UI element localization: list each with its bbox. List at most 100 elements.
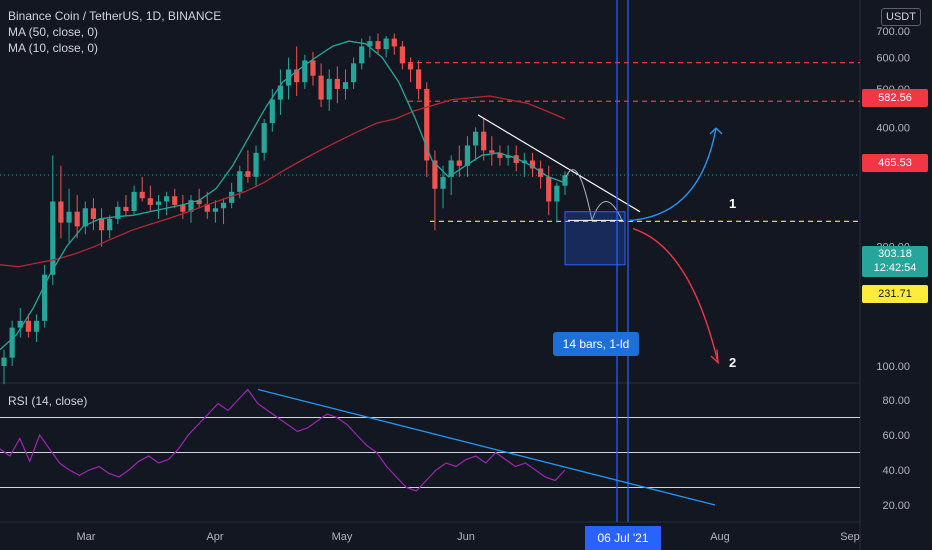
candle-body — [245, 171, 251, 177]
candle-body — [432, 160, 438, 189]
candle-body — [277, 85, 284, 100]
candle-body — [155, 201, 162, 205]
scenario-2-arrowhead — [710, 349, 719, 365]
candle-body — [33, 320, 40, 332]
candle-body — [489, 150, 495, 153]
candle-body — [237, 171, 243, 192]
chart-title: Binance Coin / TetherUS, 1D, BINANCE — [8, 9, 222, 23]
candle-body — [538, 168, 544, 177]
ma-50-label: MA (50, close, 0) — [8, 25, 99, 39]
date-tick-label: May — [332, 531, 353, 543]
rsi-label: RSI (14, close) — [8, 394, 88, 408]
candle-body — [1, 357, 7, 366]
candle-body — [448, 160, 454, 177]
candle-body — [180, 204, 186, 212]
candle-body — [107, 218, 113, 231]
candle-body — [123, 206, 129, 212]
candle-body — [17, 320, 23, 328]
ma-10-line — [0, 40, 566, 351]
candle-body — [302, 60, 308, 83]
candle-body — [9, 327, 15, 358]
candle-body — [546, 176, 552, 202]
candle-body — [342, 82, 349, 89]
candle-body — [58, 201, 64, 223]
candle-body — [269, 99, 275, 124]
candle-body — [172, 196, 178, 205]
candle-body — [74, 211, 80, 227]
scenario-1-label: 1 — [729, 196, 737, 211]
projection-arc — [565, 169, 593, 221]
candle-body — [416, 69, 422, 89]
candle-body — [351, 63, 357, 83]
projection-arc — [591, 201, 623, 221]
date-tick-label: Jun — [457, 531, 475, 543]
scenario-1-arrowhead — [709, 127, 723, 135]
resistance-trendline — [477, 114, 641, 213]
date-tick-label: Apr — [206, 531, 223, 543]
price-tag-465: 465.53 — [862, 154, 928, 172]
candle-body — [529, 160, 536, 169]
candle-body — [196, 200, 202, 205]
scenario-2-arrow — [632, 228, 719, 363]
price-tick-label: 400.00 — [876, 122, 910, 134]
rsi-tick-label: 20.00 — [882, 500, 910, 512]
rsi-line — [0, 388, 566, 492]
candle-body — [554, 185, 560, 202]
candle-body — [25, 320, 31, 332]
candle-body — [497, 152, 503, 158]
price-tick-label: 600.00 — [876, 53, 910, 65]
current-price-value: 303.18 — [878, 248, 912, 260]
price-tick-label: 700.00 — [876, 26, 910, 38]
candle-body — [261, 123, 267, 153]
scenario-2-label: 2 — [729, 355, 737, 370]
candle-body — [399, 46, 405, 64]
candle-body — [212, 208, 218, 212]
cursor-date-label: 06 Jul '21 — [585, 526, 661, 550]
rsi-tick-label: 80.00 — [882, 395, 910, 407]
date-tick-label: Mar — [77, 531, 96, 543]
candle-body — [383, 38, 389, 50]
candle-body — [359, 46, 365, 64]
candle-body — [90, 208, 97, 219]
candle-body — [440, 176, 446, 189]
chart-legend: Binance Coin / TetherUS, 1D, BINANCE MA … — [8, 8, 221, 56]
scenario-1-arrow — [629, 128, 717, 222]
candle-body — [82, 208, 88, 227]
candle-body — [147, 198, 153, 205]
candle-body — [505, 155, 511, 158]
candle-body — [481, 131, 487, 151]
ma-10-label: MA (10, close, 0) — [8, 41, 99, 55]
measure-label: 14 bars, 1-ld — [553, 332, 639, 356]
current-price-tag: 303.18 12:42:54 — [862, 246, 928, 277]
candle-body — [115, 206, 121, 219]
candle-body — [98, 218, 105, 231]
currency-button[interactable]: USDT — [881, 8, 921, 26]
candle-body — [424, 88, 430, 161]
candle-body — [229, 191, 235, 203]
candle-body — [164, 196, 170, 202]
candle-body — [42, 274, 48, 321]
candle-body — [50, 201, 56, 275]
candle-body — [562, 175, 568, 186]
candle-body — [326, 78, 332, 100]
rsi-tick-label: 60.00 — [882, 430, 910, 442]
rsi-tick-label: 40.00 — [882, 465, 910, 477]
candle-body — [367, 41, 373, 47]
price-tag-231: 231.71 — [862, 285, 928, 303]
measure-box — [564, 211, 626, 266]
rsi-trendline — [257, 388, 716, 506]
candle-body — [204, 204, 210, 212]
candle-body — [188, 200, 194, 212]
date-tick-label: Sep — [840, 531, 860, 543]
price-tick-label: 100.00 — [876, 361, 910, 373]
candle-body — [66, 211, 72, 223]
candle-body — [391, 38, 397, 47]
candle-body — [513, 155, 519, 164]
candle-body — [456, 160, 462, 166]
candle-body — [253, 152, 259, 177]
candle-body — [407, 63, 414, 70]
candle-body — [310, 60, 316, 76]
